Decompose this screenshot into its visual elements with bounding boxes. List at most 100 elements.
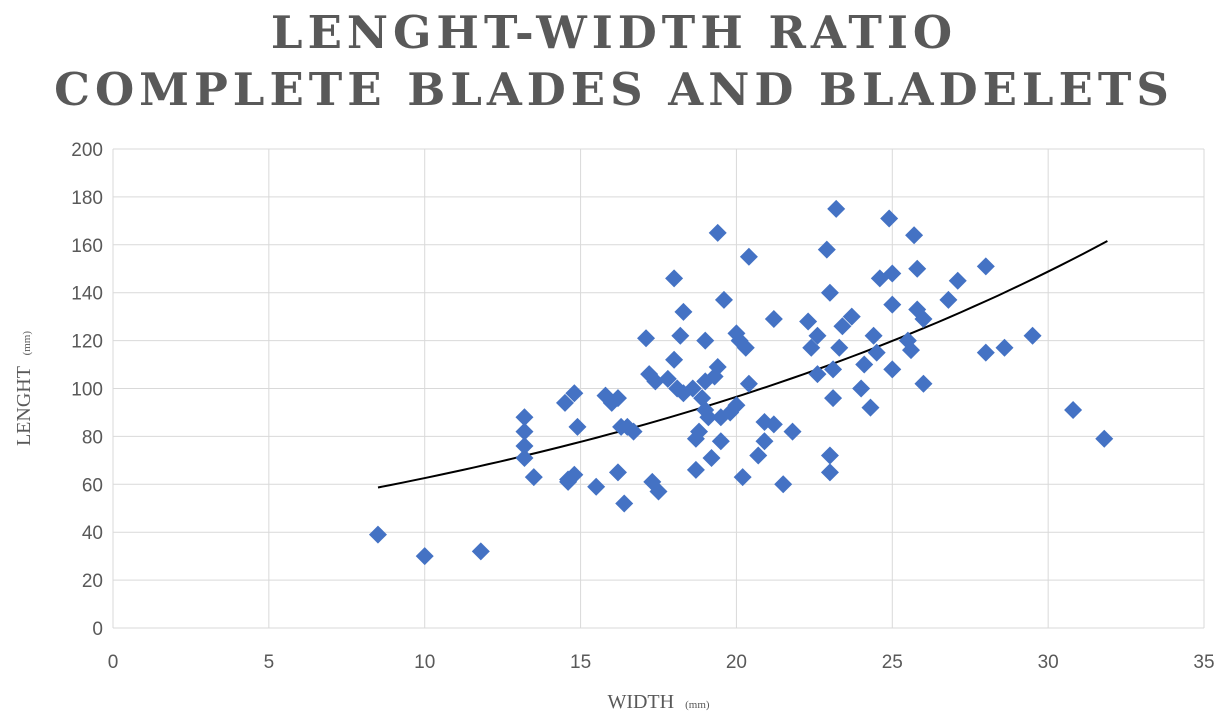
y-tick-label: 200 [71, 140, 103, 161]
data-point [587, 477, 606, 496]
data-point [749, 446, 768, 465]
y-tick-label: 100 [71, 380, 103, 401]
data-point [1064, 401, 1083, 420]
data-point [702, 448, 721, 467]
data-point [665, 269, 684, 288]
trendline-group [377, 240, 1108, 489]
data-point [568, 417, 587, 436]
data-point [699, 408, 718, 427]
y-tick-label: 20 [82, 571, 103, 592]
data-point [415, 547, 434, 566]
data-point [976, 343, 995, 362]
y-axis-unit: (mm) [21, 331, 33, 356]
data-point [665, 350, 684, 369]
data-point [624, 422, 643, 441]
x-tick-label: 25 [882, 652, 903, 673]
data-point [783, 422, 802, 441]
x-tick-label: 10 [414, 652, 435, 673]
x-tick-label: 5 [264, 652, 275, 673]
data-point [939, 290, 958, 309]
y-axis-title: LENGHT (mm) [13, 331, 35, 446]
data-point [820, 283, 839, 302]
data-point [615, 494, 634, 513]
data-point [861, 398, 880, 417]
x-tick-label: 15 [570, 652, 591, 673]
data-point [820, 446, 839, 465]
data-point [646, 372, 665, 391]
data-point [914, 310, 933, 329]
x-tick-label: 20 [726, 652, 747, 673]
data-point [608, 389, 627, 408]
data-point [880, 209, 899, 228]
data-point [515, 422, 534, 441]
data-point [948, 271, 967, 290]
data-point [824, 389, 843, 408]
y-tick-label: 180 [71, 188, 103, 209]
data-point [1023, 326, 1042, 345]
chart-title-line-1: LENGHT-WIDTH RATIO [270, 6, 958, 59]
data-point [842, 307, 861, 326]
data-point [764, 310, 783, 329]
data-point [739, 374, 758, 393]
data-point [471, 542, 490, 561]
x-tick-label: 30 [1038, 652, 1059, 673]
data-point [864, 326, 883, 345]
data-point [671, 326, 690, 345]
data-point [995, 338, 1014, 357]
y-tick-label: 60 [82, 475, 103, 496]
data-point [515, 408, 534, 427]
data-point [708, 223, 727, 242]
data-point [774, 475, 793, 494]
data-point [820, 463, 839, 482]
data-point [764, 415, 783, 434]
data-point [739, 247, 758, 266]
data-point [515, 448, 534, 467]
grid-lines [112, 148, 1205, 629]
data-point [686, 460, 705, 479]
data-point [649, 482, 668, 501]
data-point [852, 379, 871, 398]
data-point [708, 357, 727, 376]
data-point [830, 338, 849, 357]
x-tick-label: 0 [108, 652, 119, 673]
data-point [714, 290, 733, 309]
data-point [1095, 429, 1114, 448]
data-point [867, 343, 886, 362]
data-point [905, 226, 924, 245]
x-axis-tick-labels: 0 5 10 15 20 25 30 35 [108, 652, 1215, 673]
data-point [637, 329, 656, 348]
data-point [808, 326, 827, 345]
data-point [827, 199, 846, 218]
data-point [696, 331, 715, 350]
data-point [755, 432, 774, 451]
data-point [674, 302, 693, 321]
x-axis-title-text: WIDTH [607, 691, 674, 713]
data-point [883, 264, 902, 283]
data-point [368, 525, 387, 544]
data-point [808, 365, 827, 384]
chart-title-line-2: COMPLETE BLADES AND BLADELETS [54, 63, 1174, 116]
y-tick-label: 0 [92, 619, 103, 640]
data-point [658, 369, 677, 388]
data-point [901, 341, 920, 360]
data-point [883, 360, 902, 379]
data-point [555, 393, 574, 412]
data-point [976, 257, 995, 276]
data-point [690, 422, 709, 441]
data-point [799, 312, 818, 331]
trendline [377, 240, 1108, 489]
data-point [908, 259, 927, 278]
x-tick-label: 35 [1193, 652, 1214, 673]
data-point [883, 295, 902, 314]
y-tick-label: 80 [82, 427, 103, 448]
data-point [727, 396, 746, 415]
data-point [524, 468, 543, 487]
data-point [802, 338, 821, 357]
data-point [733, 468, 752, 487]
y-axis-title-text: LENGHT [13, 366, 35, 446]
data-point [608, 463, 627, 482]
data-point [559, 470, 578, 489]
data-points [368, 199, 1114, 566]
data-point [914, 374, 933, 393]
data-point [711, 432, 730, 451]
